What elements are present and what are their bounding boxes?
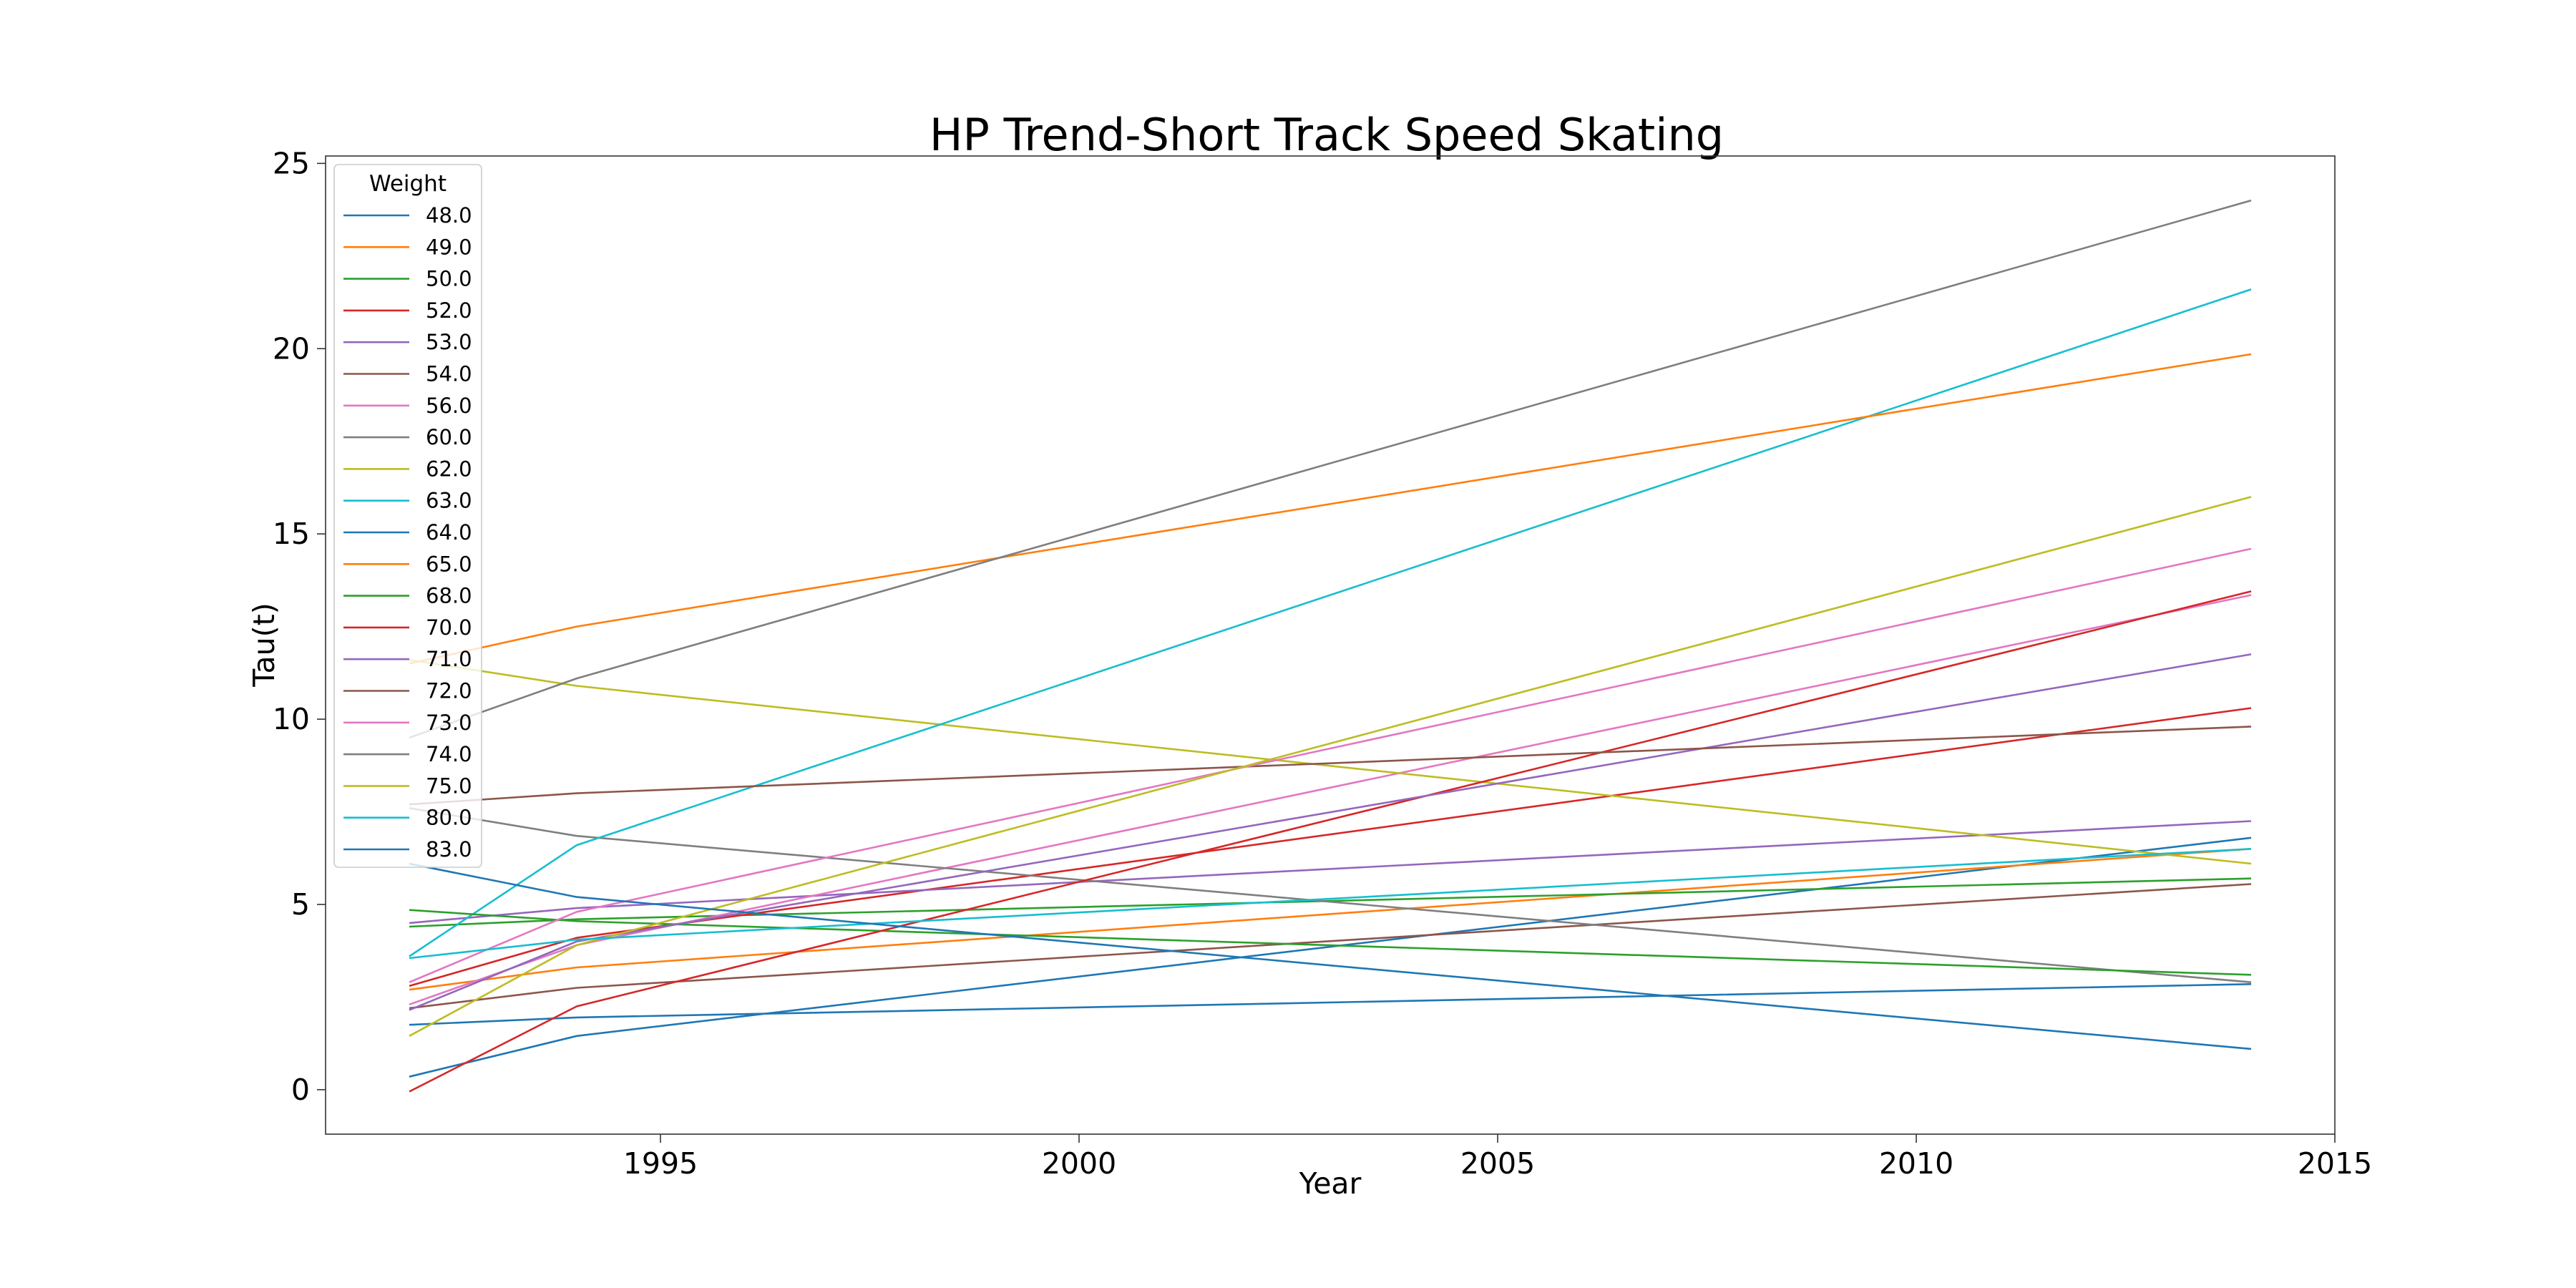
legend-items: 48.0 49.0 50.0 52.0 53.0 54.0 56.0 60.0 62.0 63.0… — [343, 203, 472, 862]
legend-label-64.0: 64.0 — [426, 520, 472, 545]
series-line-75.0 — [409, 496, 2252, 1037]
series-line-64.0 — [409, 983, 2252, 1026]
legend-label-75.0: 75.0 — [426, 774, 472, 798]
series-line-70.0 — [409, 590, 2252, 1093]
legend-title: Weight — [369, 171, 447, 197]
x-tick-label: 2000 — [1042, 1146, 1116, 1181]
y-tick-label: 0 — [291, 1073, 310, 1107]
legend-label-53.0: 53.0 — [426, 330, 472, 354]
x-axis-label: Year — [1299, 1166, 1362, 1201]
legend-label-83.0: 83.0 — [426, 837, 472, 862]
legend-label-63.0: 63.0 — [426, 489, 472, 513]
series-line-63.0 — [409, 288, 2252, 957]
series-line-80.0 — [409, 848, 2252, 960]
legend-label-73.0: 73.0 — [426, 711, 472, 735]
x-tick-label: 2005 — [1460, 1146, 1535, 1181]
legend-label-74.0: 74.0 — [426, 742, 472, 766]
series-line-83.0 — [409, 862, 2252, 1050]
y-axis-label: Tau(t) — [247, 602, 281, 687]
series-line-54.0 — [409, 883, 2252, 1010]
x-tick-label: 2015 — [2298, 1146, 2372, 1181]
y-axis-ticks: 0 5 10 15 20 25 — [273, 146, 326, 1107]
legend-label-60.0: 60.0 — [426, 425, 472, 449]
x-tick-label: 2010 — [1879, 1146, 1953, 1181]
legend-label-80.0: 80.0 — [426, 806, 472, 830]
series-line-52.0 — [409, 707, 2252, 987]
series-line-53.0 — [409, 820, 2252, 924]
legend-label-62.0: 62.0 — [426, 457, 472, 481]
legend-label-70.0: 70.0 — [426, 615, 472, 640]
legend-label-68.0: 68.0 — [426, 584, 472, 608]
y-tick-label: 10 — [273, 702, 310, 736]
legend-label-49.0: 49.0 — [426, 235, 472, 259]
series-line-73.0 — [409, 547, 2252, 983]
legend-label-54.0: 54.0 — [426, 362, 472, 386]
series-line-71.0 — [409, 653, 2252, 1011]
x-axis-ticks: 1995 2000 2005 2010 2015 — [623, 1134, 2372, 1181]
x-tick-label: 1995 — [623, 1146, 698, 1181]
series-line-49.0 — [409, 848, 2252, 991]
legend-label-65.0: 65.0 — [426, 552, 472, 576]
legend-label-50.0: 50.0 — [426, 267, 472, 291]
series-line-68.0 — [409, 909, 2252, 976]
legend-label-48.0: 48.0 — [426, 203, 472, 228]
legend-label-71.0: 71.0 — [426, 647, 472, 671]
y-tick-label: 15 — [273, 517, 310, 551]
y-tick-label: 25 — [273, 146, 310, 180]
chart-title: HP Trend-Short Track Speed Skating — [930, 109, 1724, 161]
y-tick-label: 20 — [273, 331, 310, 366]
y-tick-label: 5 — [291, 887, 310, 922]
plot-area-frame — [325, 155, 2336, 1135]
legend-label-56.0: 56.0 — [426, 394, 472, 418]
legend-label-52.0: 52.0 — [426, 298, 472, 323]
series-line-50.0 — [409, 877, 2252, 928]
legend: Weight 48.0 49.0 50.0 52.0 53.0 54.0 56.0 60.0 6… — [333, 164, 482, 868]
legend-label-72.0: 72.0 — [426, 679, 472, 703]
